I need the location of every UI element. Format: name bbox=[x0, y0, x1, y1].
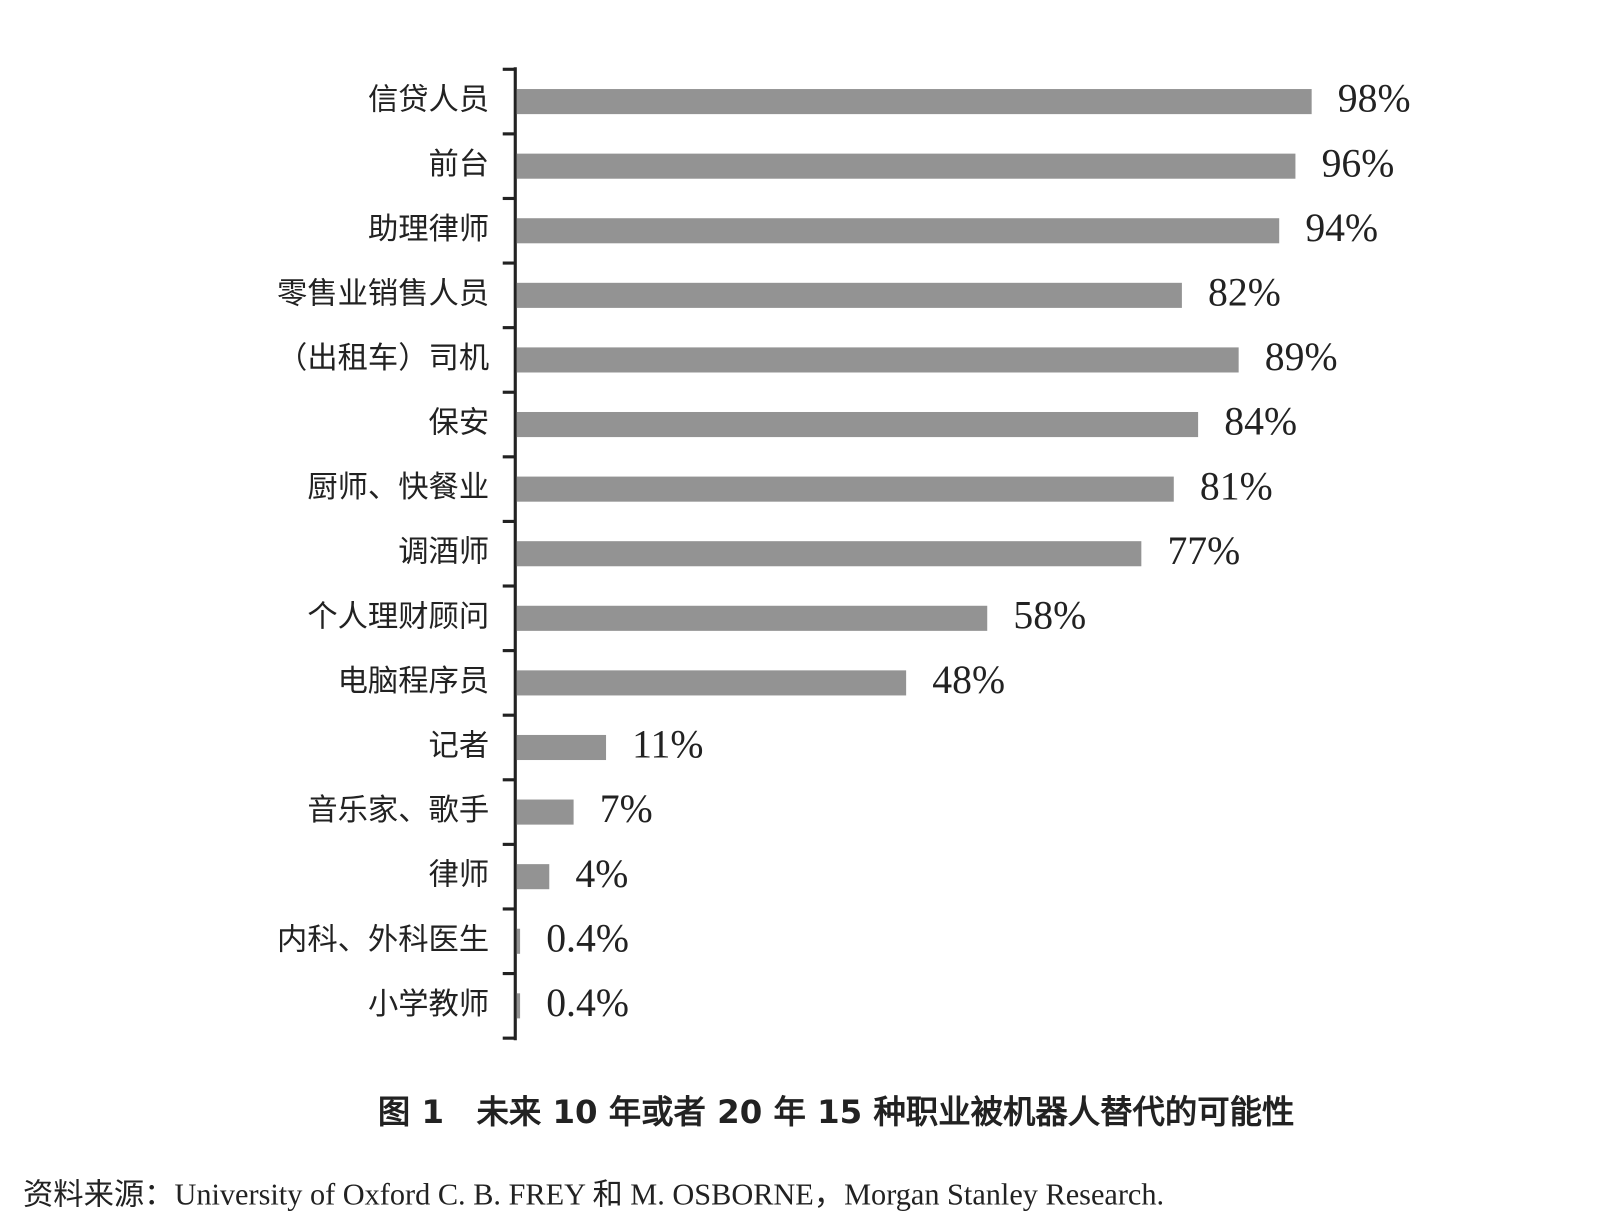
category-label: 小学教师 bbox=[368, 987, 489, 1022]
category-label: 调酒师 bbox=[398, 535, 489, 570]
category-label: 厨师、快餐业 bbox=[307, 470, 489, 505]
bar bbox=[516, 541, 1142, 567]
value-label: 77% bbox=[1167, 529, 1240, 573]
bar bbox=[516, 476, 1174, 502]
value-label: 0.4% bbox=[546, 981, 629, 1025]
bar bbox=[516, 734, 607, 761]
value-label: 58% bbox=[1013, 593, 1086, 637]
value-label: 96% bbox=[1322, 141, 1395, 185]
category-label: 电脑程序员 bbox=[338, 664, 489, 699]
category-label: 记者 bbox=[429, 728, 490, 763]
category-label: 律师 bbox=[429, 858, 490, 893]
category-label: （出租车）司机 bbox=[277, 341, 489, 376]
bar bbox=[516, 670, 907, 696]
bar bbox=[516, 864, 550, 890]
category-label: 保安 bbox=[429, 406, 490, 441]
value-label: 98% bbox=[1338, 77, 1411, 121]
category-label: 零售业销售人员 bbox=[277, 276, 489, 311]
bar bbox=[516, 218, 1280, 244]
bar bbox=[516, 605, 988, 631]
category-label: 前台 bbox=[429, 147, 490, 182]
value-label: 4% bbox=[575, 852, 628, 896]
source-note: 资料来源：University of Oxford C. B. FREY 和 M… bbox=[23, 1177, 1164, 1211]
bar bbox=[516, 799, 574, 825]
bar bbox=[516, 347, 1239, 373]
category-label: 内科、外科医生 bbox=[277, 922, 489, 957]
value-label: 7% bbox=[600, 787, 653, 831]
category-label: 音乐家、歌手 bbox=[307, 793, 489, 828]
value-label: 84% bbox=[1224, 400, 1297, 444]
bar bbox=[516, 411, 1199, 438]
value-label: 11% bbox=[632, 723, 703, 767]
category-label: 助理律师 bbox=[368, 212, 489, 247]
bar bbox=[516, 928, 521, 954]
bar bbox=[516, 153, 1296, 179]
bar bbox=[516, 993, 521, 1019]
value-label: 0.4% bbox=[546, 916, 629, 960]
value-label: 94% bbox=[1305, 206, 1378, 250]
chart-title: 图 1 未来 10 年或者 20 年 15 种职业被机器人替代的可能性 bbox=[378, 1093, 1294, 1131]
value-label: 82% bbox=[1208, 271, 1281, 315]
category-label: 个人理财顾问 bbox=[307, 599, 489, 634]
value-label: 89% bbox=[1265, 335, 1338, 379]
value-label: 81% bbox=[1200, 464, 1273, 508]
bar bbox=[516, 89, 1312, 115]
value-label: 48% bbox=[932, 658, 1005, 702]
category-label: 信贷人员 bbox=[368, 83, 489, 118]
bar bbox=[516, 282, 1182, 308]
